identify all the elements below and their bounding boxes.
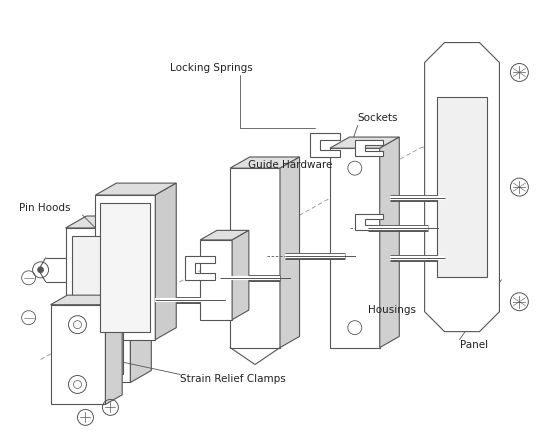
Polygon shape (155, 183, 176, 340)
Polygon shape (96, 195, 155, 340)
Polygon shape (230, 168, 280, 348)
Text: Housings: Housings (368, 305, 416, 315)
Polygon shape (330, 137, 399, 148)
Polygon shape (200, 230, 249, 240)
Polygon shape (355, 140, 383, 156)
Text: Sockets: Sockets (358, 113, 398, 123)
Circle shape (37, 267, 43, 273)
Polygon shape (96, 183, 176, 195)
Polygon shape (425, 43, 499, 332)
Polygon shape (106, 295, 122, 404)
Polygon shape (379, 137, 399, 348)
Text: Guide Hardware: Guide Hardware (248, 160, 332, 170)
Polygon shape (65, 228, 130, 382)
Polygon shape (230, 157, 300, 168)
Text: Locking Springs: Locking Springs (170, 63, 253, 73)
Text: Panel: Panel (460, 339, 488, 350)
Polygon shape (51, 305, 106, 404)
Polygon shape (130, 216, 151, 382)
Text: Strain Relief Clamps: Strain Relief Clamps (180, 375, 286, 385)
Polygon shape (330, 148, 380, 348)
Polygon shape (310, 133, 340, 157)
Polygon shape (280, 157, 300, 348)
Polygon shape (72, 236, 123, 375)
Polygon shape (437, 97, 487, 277)
Polygon shape (65, 216, 151, 228)
Polygon shape (355, 214, 383, 230)
Polygon shape (232, 230, 249, 320)
Text: Pin Hoods: Pin Hoods (19, 203, 70, 213)
Polygon shape (200, 240, 232, 320)
Text: Pins: Pins (120, 243, 141, 253)
Polygon shape (185, 256, 215, 280)
Polygon shape (51, 295, 122, 305)
Polygon shape (101, 203, 150, 332)
